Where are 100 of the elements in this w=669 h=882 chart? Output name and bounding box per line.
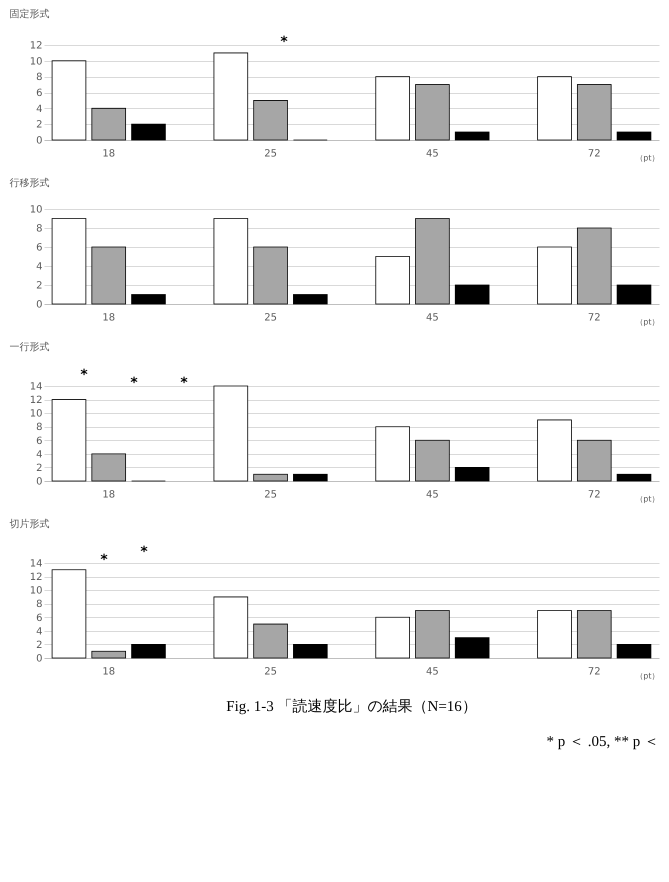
bar <box>616 284 652 304</box>
y-tick-label: 12 <box>30 40 42 52</box>
y-tick-label: 10 <box>30 56 42 68</box>
bar <box>131 644 166 658</box>
annotation: * <box>100 552 108 568</box>
bar <box>576 84 612 140</box>
y-tick-label: 4 <box>36 104 42 115</box>
y-tick-label: 2 <box>36 640 42 651</box>
bar <box>253 100 288 140</box>
y-tick-label: 8 <box>36 72 42 84</box>
y-tick-label: 8 <box>36 422 42 434</box>
y-tick-label: 2 <box>36 120 42 131</box>
x-tick-label: 25 <box>264 666 277 678</box>
y-tick-label: 4 <box>36 626 42 638</box>
y-tick-label: 0 <box>36 136 42 146</box>
x-tick-label: 45 <box>426 148 439 160</box>
x-tick-label: 25 <box>264 490 277 500</box>
bar <box>415 84 450 140</box>
x-tick-label: 25 <box>264 148 277 160</box>
bar <box>91 246 126 304</box>
text: * <box>80 367 88 383</box>
x-tick-label: 25 <box>264 312 277 324</box>
y-tick-label: 6 <box>36 612 42 624</box>
x-axis-title: （pt） <box>635 672 660 680</box>
y-tick-label: 2 <box>36 280 42 292</box>
text: * <box>140 544 148 560</box>
bar <box>576 228 612 304</box>
bar <box>454 132 490 140</box>
bar <box>415 440 450 482</box>
chart-title: 切片形式 <box>9 518 50 530</box>
bar <box>375 616 410 658</box>
bar <box>293 644 328 658</box>
bar <box>576 610 612 658</box>
y-tick-label: 8 <box>36 224 42 234</box>
bar <box>537 610 572 658</box>
x-tick-label: 45 <box>426 490 439 500</box>
x-axis-title: （pt） <box>635 154 660 162</box>
bar <box>537 76 572 140</box>
y-tick-label: 0 <box>36 476 42 488</box>
bar <box>375 256 410 304</box>
bar <box>616 474 652 482</box>
bar <box>293 294 328 304</box>
bar <box>214 386 248 482</box>
y-tick-label: 10 <box>30 586 42 597</box>
bar <box>214 218 248 304</box>
y-tick-label: 10 <box>30 408 42 420</box>
y-tick-label: 12 <box>30 572 42 584</box>
bar <box>293 474 328 482</box>
bar <box>52 218 86 304</box>
x-tick-label: 45 <box>426 666 439 678</box>
bar <box>537 420 572 482</box>
x-tick-label: 18 <box>102 312 116 324</box>
bar <box>616 644 652 658</box>
bar <box>253 246 288 304</box>
bar <box>375 426 410 482</box>
bar <box>616 132 652 140</box>
bar <box>576 440 612 482</box>
x-axis-title: （pt） <box>635 494 660 504</box>
y-tick-label: 14 <box>30 382 42 392</box>
y-tick-label: 4 <box>36 262 42 272</box>
bar <box>52 60 86 140</box>
x-tick-label: 72 <box>588 148 601 160</box>
bar <box>454 284 490 304</box>
y-tick-label: 10 <box>30 204 42 216</box>
annotation: * <box>130 375 138 391</box>
bar <box>454 637 490 658</box>
x-tick-label: 18 <box>102 490 116 500</box>
y-tick-label: 12 <box>30 395 42 406</box>
bar <box>454 467 490 482</box>
annotation: * <box>280 34 288 50</box>
y-tick-label: 6 <box>36 242 42 254</box>
y-tick-label: 6 <box>36 88 42 99</box>
bar <box>214 596 248 658</box>
bar <box>253 624 288 658</box>
bar <box>52 569 86 658</box>
x-tick-label: 72 <box>588 490 601 500</box>
bar <box>537 246 572 304</box>
y-tick-label: 14 <box>30 558 42 570</box>
bar <box>253 474 288 482</box>
y-tick-label: 2 <box>36 462 42 474</box>
y-tick-label: 0 <box>36 300 42 310</box>
chart-title: 行移形式 <box>9 177 50 189</box>
chart-title: 固定形式 <box>9 8 50 20</box>
y-tick-label: 0 <box>36 654 42 664</box>
x-tick-label: 45 <box>426 312 439 324</box>
bar <box>131 124 166 140</box>
x-axis-title: （pt） <box>635 318 660 326</box>
bar <box>375 76 410 140</box>
annotation: * <box>180 375 188 391</box>
y-tick-label: 6 <box>36 436 42 447</box>
bar <box>91 453 126 482</box>
y-tick-label: 8 <box>36 599 42 610</box>
bar <box>131 294 166 304</box>
bar <box>214 52 248 140</box>
x-tick-label: 18 <box>102 666 116 678</box>
chart-title: 一行形式 <box>9 341 50 353</box>
x-tick-label: 18 <box>102 148 116 160</box>
bar <box>91 650 126 658</box>
y-tick-label: 4 <box>36 449 42 460</box>
bar <box>415 610 450 658</box>
